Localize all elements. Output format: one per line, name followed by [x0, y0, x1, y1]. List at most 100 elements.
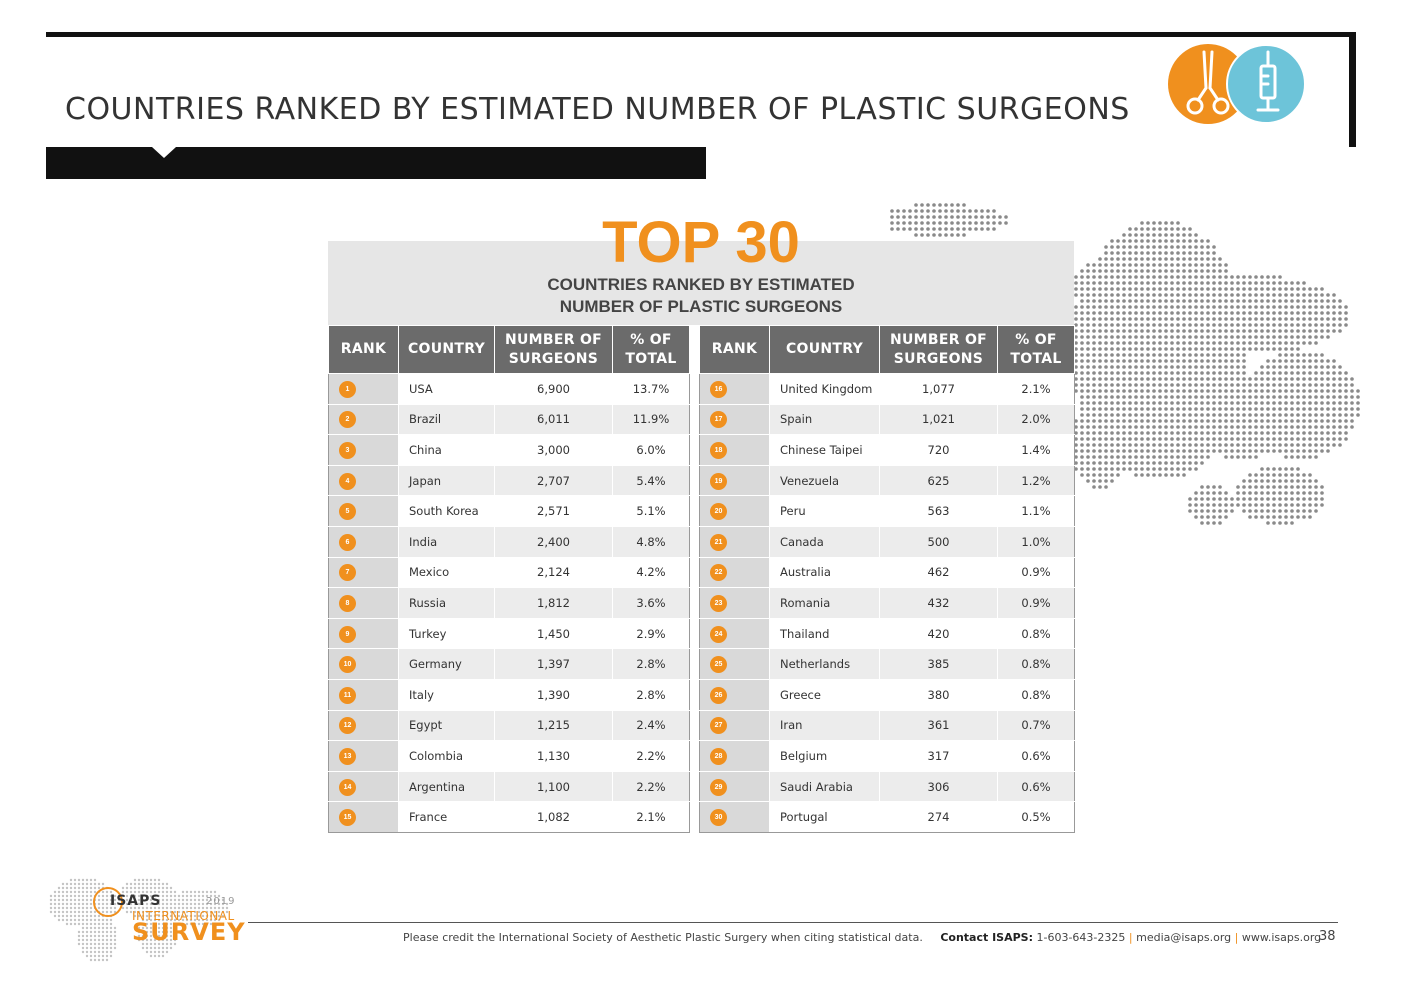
rank-badge: 18 — [710, 441, 727, 459]
col-header-rank: RANK — [328, 325, 399, 374]
country-cell: Germany — [398, 648, 495, 680]
table-row: 19 Venezuela 625 1.2% — [699, 464, 1075, 497]
pct-cell: 0.5% — [997, 801, 1075, 833]
rank-badge: 9 — [339, 625, 356, 643]
country-cell: Saudi Arabia — [769, 770, 880, 803]
rank-badge: 11 — [339, 686, 356, 704]
rank-cell: 12 — [328, 709, 399, 742]
table-row: 22 Australia 462 0.9% — [699, 556, 1075, 589]
card-subtitle-line1: COUNTRIES RANKED BY ESTIMATED — [547, 275, 855, 294]
surgeons-cell: 6,011 — [494, 403, 613, 436]
country-cell: China — [398, 434, 495, 466]
table-row: 10 Germany 1,397 2.8% — [328, 648, 690, 680]
surgeons-cell: 1,100 — [494, 770, 613, 803]
pct-cell: 0.7% — [997, 709, 1075, 742]
rank-badge: 27 — [710, 717, 727, 735]
pct-cell: 0.6% — [997, 770, 1075, 803]
country-cell: Romania — [769, 587, 880, 619]
country-cell: Argentina — [398, 770, 495, 803]
rank-cell: 22 — [699, 556, 770, 589]
rank-cell: 19 — [699, 464, 770, 497]
rank-cell: 29 — [699, 770, 770, 803]
table-row: 23 Romania 432 0.9% — [699, 587, 1075, 619]
rank-badge: 30 — [710, 809, 727, 827]
footer-email-link[interactable]: media@isaps.org — [1136, 931, 1232, 944]
rank-cell: 25 — [699, 648, 770, 680]
table-row: 8 Russia 1,812 3.6% — [328, 587, 690, 619]
table-row: 1 USA 6,900 13.7% — [328, 373, 690, 405]
country-cell: Mexico — [398, 556, 495, 589]
isaps-logo — [38, 858, 248, 978]
country-cell: Egypt — [398, 709, 495, 742]
table-row: 27 Iran 361 0.7% — [699, 709, 1075, 742]
table-row: 26 Greece 380 0.8% — [699, 678, 1075, 711]
rank-badge: 29 — [710, 778, 727, 796]
pct-cell: 2.4% — [612, 709, 690, 742]
page-title: COUNTRIES RANKED BY ESTIMATED NUMBER OF … — [65, 92, 1130, 127]
country-cell: Italy — [398, 678, 495, 711]
pct-cell: 2.2% — [612, 770, 690, 803]
col-header-pct: % OF TOTAL — [612, 325, 690, 374]
rank-badge: 15 — [339, 809, 356, 827]
rank-badge: 1 — [339, 380, 356, 398]
col-header-country: COUNTRY — [398, 325, 495, 374]
country-cell: Colombia — [398, 740, 495, 772]
rank-badge: 16 — [710, 380, 727, 398]
table-row: 7 Mexico 2,124 4.2% — [328, 556, 690, 589]
rank-cell: 2 — [328, 403, 399, 436]
rank-cell: 8 — [328, 587, 399, 619]
syringe-icon — [1226, 44, 1306, 124]
rank-badge: 8 — [339, 594, 356, 612]
table-row: 14 Argentina 1,100 2.2% — [328, 770, 690, 803]
surgeons-cell: 317 — [879, 740, 998, 772]
rank-badge: 4 — [339, 472, 356, 490]
footer-rule — [248, 922, 1338, 923]
country-cell: Netherlands — [769, 648, 880, 680]
country-cell: Japan — [398, 464, 495, 497]
table-row: 16 United Kingdom 1,077 2.1% — [699, 373, 1075, 405]
rank-badge: 3 — [339, 441, 356, 459]
country-cell: Thailand — [769, 617, 880, 650]
pct-cell: 2.9% — [612, 617, 690, 650]
footer-website-link[interactable]: www.isaps.org — [1241, 931, 1322, 944]
table-row: 2 Brazil 6,011 11.9% — [328, 403, 690, 436]
top30-headline: TOP 30 — [602, 210, 800, 275]
rank-cell: 14 — [328, 770, 399, 803]
surgeons-cell: 500 — [879, 525, 998, 558]
country-cell: Brazil — [398, 403, 495, 436]
pct-cell: 1.0% — [997, 525, 1075, 558]
rank-cell: 4 — [328, 464, 399, 497]
country-cell: Portugal — [769, 801, 880, 833]
surgeons-cell: 274 — [879, 801, 998, 833]
rank-badge: 25 — [710, 656, 727, 674]
rank-badge: 14 — [339, 778, 356, 796]
country-cell: Greece — [769, 678, 880, 711]
pct-cell: 0.6% — [997, 740, 1075, 772]
rank-cell: 9 — [328, 617, 399, 650]
rank-cell: 24 — [699, 617, 770, 650]
surgeons-cell: 1,812 — [494, 587, 613, 619]
country-cell: Belgium — [769, 740, 880, 772]
pct-cell: 11.9% — [612, 403, 690, 436]
pct-cell: 3.6% — [612, 587, 690, 619]
col-header-country: COUNTRY — [769, 325, 880, 374]
pct-cell: 13.7% — [612, 373, 690, 405]
col-header-pct: % OF TOTAL — [997, 325, 1075, 374]
rank-badge: 24 — [710, 625, 727, 643]
pct-cell: 1.4% — [997, 434, 1075, 466]
card-header — [328, 241, 1074, 325]
rank-cell: 23 — [699, 587, 770, 619]
table-row: 6 India 2,400 4.8% — [328, 525, 690, 558]
surgeons-cell: 1,450 — [494, 617, 613, 650]
card-subtitle: COUNTRIES RANKED BY ESTIMATED NUMBER OF … — [328, 274, 1074, 318]
pct-cell: 0.8% — [997, 617, 1075, 650]
surgeons-cell: 1,021 — [879, 403, 998, 436]
table-row: 25 Netherlands 385 0.8% — [699, 648, 1075, 680]
country-cell: Venezuela — [769, 464, 880, 497]
rank-cell: 3 — [328, 434, 399, 466]
rank-cell: 17 — [699, 403, 770, 436]
rank-badge: 17 — [710, 411, 727, 429]
title-notch — [152, 147, 176, 158]
rank-cell: 1 — [328, 373, 399, 405]
rank-cell: 30 — [699, 801, 770, 833]
